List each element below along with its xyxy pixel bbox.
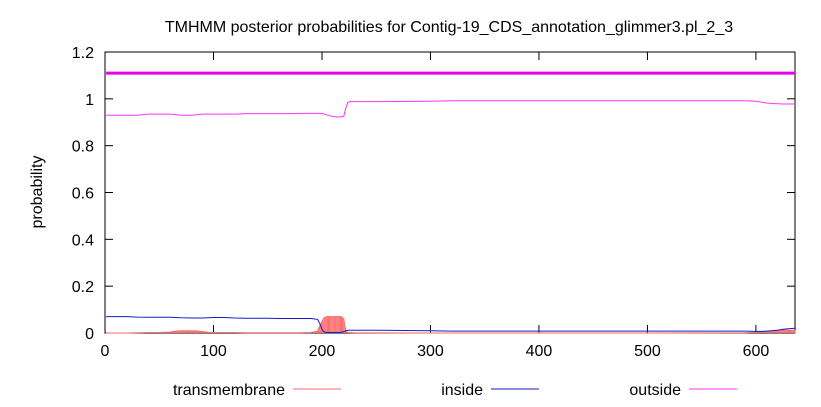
x-tick-label: 400 <box>526 343 553 360</box>
legend-outside-label: outside <box>629 382 681 399</box>
series-transmembrane-line <box>106 316 795 334</box>
y-tick-label: 1.2 <box>72 45 94 62</box>
y-axis-label: probability <box>29 156 46 229</box>
series-inside-line <box>106 316 796 333</box>
y-tick-label: 0.2 <box>72 279 94 296</box>
x-tick-label: 500 <box>634 343 661 360</box>
legend-inside-label: inside <box>441 382 483 399</box>
x-tick-label: 600 <box>743 343 770 360</box>
y-tick-label: 0.6 <box>72 186 94 203</box>
x-tick-label: 0 <box>101 343 110 360</box>
x-tick-label: 300 <box>417 343 444 360</box>
y-tick-label: 0.8 <box>72 139 94 156</box>
plot-frame <box>104 51 796 334</box>
plot-area: 0 0.2 0.4 0.6 0.8 1 1.2 0 100 200 300 400 500 600 <box>72 45 796 360</box>
legend: transmembrane inside outside <box>173 382 737 399</box>
x-tick-label: 200 <box>309 343 336 360</box>
x-tick-label: 100 <box>200 343 227 360</box>
y-tick-label: 0 <box>85 326 94 343</box>
series-outside-line <box>106 100 795 118</box>
chart-title: TMHMM posterior probabilities for Contig… <box>165 19 733 36</box>
legend-transmembrane-label: transmembrane <box>173 382 285 399</box>
y-tick-label: 0.4 <box>72 232 94 249</box>
y-tick-label: 1 <box>85 92 94 109</box>
series-transmembrane <box>106 316 796 334</box>
